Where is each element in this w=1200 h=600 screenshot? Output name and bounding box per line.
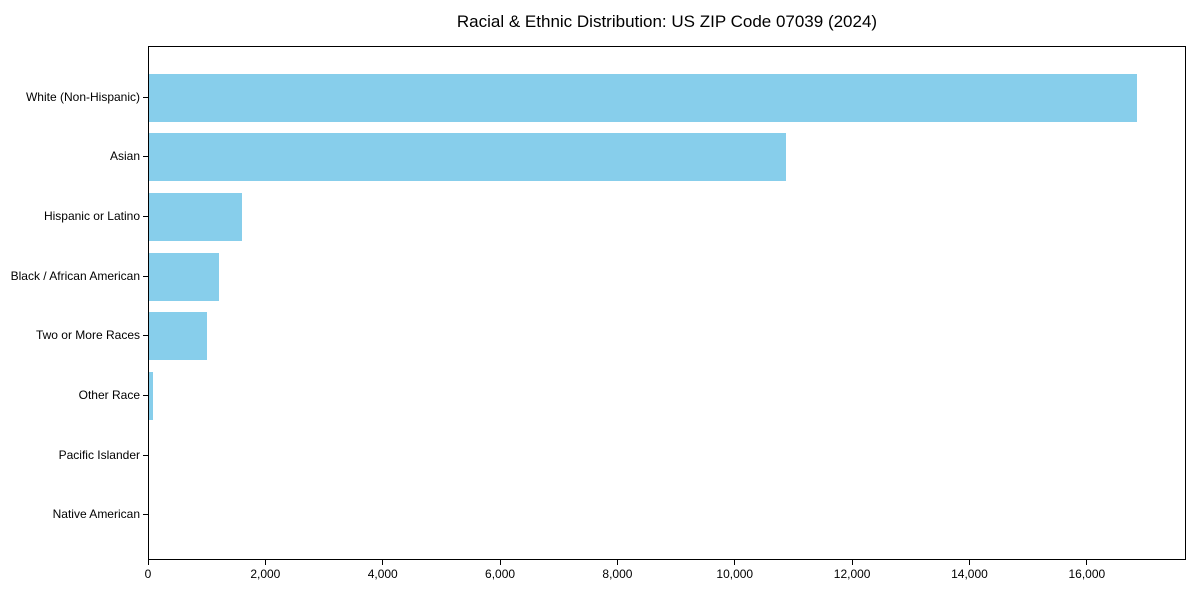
chart-bar: [149, 372, 153, 420]
chart-bar: [149, 192, 243, 241]
y-axis-label: Native American: [52, 507, 140, 522]
y-axis-tick: [143, 514, 148, 516]
y-axis-tick: [143, 454, 148, 456]
y-axis-tick: [143, 96, 148, 98]
x-axis-tick-label: 4,000: [367, 567, 398, 581]
y-axis-tick: [143, 335, 148, 337]
x-axis-tick: [499, 560, 501, 565]
y-axis-label: Hispanic or Latino: [43, 208, 140, 223]
x-axis-tick: [968, 560, 970, 565]
x-axis-tick-label: 2,000: [250, 567, 281, 581]
x-axis-tick-label: 12,000: [833, 567, 871, 581]
chart-bar: [149, 133, 786, 182]
y-axis-tick: [143, 215, 148, 217]
plot-area: [148, 46, 1186, 560]
x-axis-tick: [382, 560, 384, 565]
chart-title: Racial & Ethnic Distribution: US ZIP Cod…: [456, 12, 878, 31]
y-axis-tick: [143, 395, 148, 396]
y-axis-label: White (Non-Hispanic): [25, 89, 140, 104]
x-axis-tick-label: 10,000: [716, 567, 754, 581]
y-axis-tick: [143, 156, 148, 158]
x-axis-tick: [264, 560, 266, 565]
x-axis-tick-label: 0: [144, 567, 152, 581]
y-axis-label: Other Race: [78, 388, 140, 402]
x-axis-tick: [734, 560, 736, 565]
x-axis-tick-label: 6,000: [485, 567, 516, 581]
x-axis-tick-label: 8,000: [602, 567, 633, 581]
chart-bar: [149, 73, 1138, 122]
y-axis-label: Two or More Races: [35, 328, 140, 343]
y-axis-label: Black / African American: [10, 268, 140, 283]
x-axis-tick: [147, 560, 149, 565]
y-axis-tick: [143, 275, 148, 277]
chart-bar: [149, 312, 207, 361]
x-axis-tick: [851, 560, 853, 565]
x-axis-tick: [616, 560, 618, 565]
x-axis-tick-label: 16,000: [1068, 567, 1106, 581]
x-axis-tick-label: 14,000: [951, 567, 988, 581]
x-axis-tick: [1086, 560, 1088, 565]
chart-bar: [149, 252, 220, 301]
y-axis-label: Pacific Islander: [58, 447, 140, 462]
y-axis-label: Asian: [109, 149, 140, 164]
